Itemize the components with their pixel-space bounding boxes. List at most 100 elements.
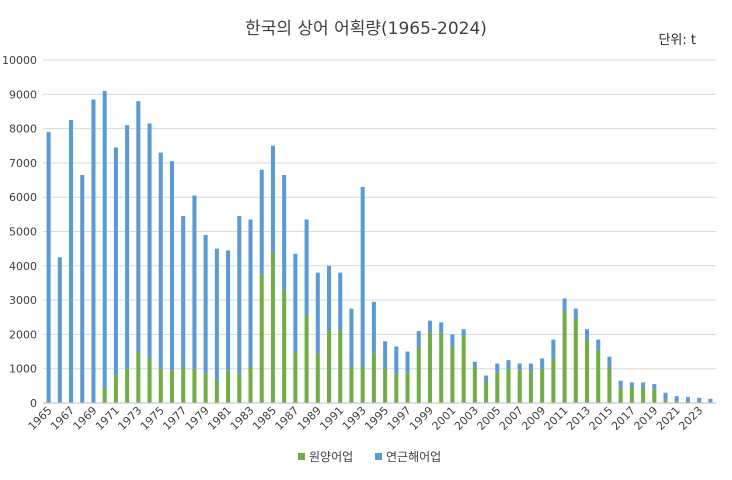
bar-coastal-2002 <box>461 329 466 337</box>
bar-coastal-2014 <box>596 339 601 350</box>
x-tick-label: 2005 <box>474 404 503 433</box>
bar-distant-water-1997 <box>405 372 410 403</box>
unit-label: 단위: t <box>658 33 696 48</box>
bar-distant-water-1978 <box>192 368 197 403</box>
x-tick-label: 2007 <box>497 404 526 433</box>
bar-coastal-1975 <box>158 152 163 369</box>
bar-coastal-1995 <box>383 341 388 369</box>
x-tick-label: 1981 <box>205 404 234 433</box>
bar-distant-water-1991 <box>338 330 343 403</box>
y-tick-label: 2000 <box>9 328 37 341</box>
bar-distant-water-1982 <box>237 373 242 403</box>
x-tick-label: 2009 <box>519 404 548 433</box>
x-tick-label: 1987 <box>273 404 302 433</box>
x-tick-label: 1969 <box>71 404 100 433</box>
bar-coastal-2001 <box>450 334 455 347</box>
bar-distant-water-1999 <box>427 332 432 403</box>
chart-title: 한국의 상어 어획량(1965-2024) <box>245 19 487 39</box>
x-tick-label: 1977 <box>160 404 189 433</box>
bar-distant-water-1995 <box>383 368 388 403</box>
x-tick-label: 2011 <box>542 404 571 433</box>
bar-distant-water-1973 <box>136 351 141 403</box>
x-tick-label: 1973 <box>115 404 144 433</box>
bar-coastal-1986 <box>282 174 287 290</box>
x-tick-label: 1997 <box>385 404 414 433</box>
bar-distant-water-2014 <box>596 349 601 403</box>
bar-coastal-1997 <box>405 351 410 373</box>
x-tick-label: 1971 <box>93 404 122 433</box>
bar-coastal-1983 <box>248 219 253 367</box>
bar-coastal-2013 <box>584 329 590 340</box>
bar-coastal-1984 <box>259 169 264 275</box>
bar-coastal-1987 <box>293 253 298 352</box>
y-tick-label: 8000 <box>9 123 37 136</box>
y-tick-label: 7000 <box>9 157 37 170</box>
bar-coastal-1991 <box>338 272 343 331</box>
x-tick-label: 2001 <box>430 404 459 433</box>
bar-coastal-2009 <box>540 358 545 369</box>
bar-coastal-2006 <box>506 360 511 369</box>
bar-coastal-2021 <box>674 396 679 402</box>
bar-distant-water-2020 <box>663 399 668 403</box>
bar-coastal-1980 <box>214 248 219 381</box>
bar-distant-water-1985 <box>270 252 275 403</box>
x-tick-label: 1995 <box>362 404 391 433</box>
bar-distant-water-2001 <box>450 346 455 403</box>
bar-coastal-1971 <box>113 147 118 376</box>
bar-distant-water-1983 <box>248 366 253 403</box>
bar-coastal-1973 <box>136 101 141 352</box>
bar-coastal-1970 <box>102 90 107 388</box>
x-tick-label: 1989 <box>295 404 324 433</box>
bar-coastal-2011 <box>562 298 567 311</box>
bar-coastal-1999 <box>427 320 432 333</box>
y-tick-label: 1000 <box>9 363 37 376</box>
bar-distant-water-2006 <box>506 368 511 403</box>
bar-coastal-2012 <box>573 308 578 319</box>
bar-distant-water-2012 <box>573 318 578 403</box>
bar-coastal-1981 <box>226 250 231 371</box>
bar-distant-water-2002 <box>461 336 466 403</box>
bar-distant-water-2021 <box>674 401 679 403</box>
bar-distant-water-2018 <box>641 387 646 403</box>
bar-coastal-1992 <box>349 308 354 367</box>
y-tick-label: 9000 <box>9 88 37 101</box>
bar-distant-water-2022 <box>685 401 690 403</box>
bar-coastal-2000 <box>439 322 444 333</box>
bar-coastal-1968 <box>80 174 85 403</box>
bar-distant-water-2023 <box>697 401 702 403</box>
bar-distant-water-1989 <box>315 353 320 403</box>
x-tick-label: 2021 <box>654 404 683 433</box>
legend-swatch-원양어업 <box>298 453 305 460</box>
bar-coastal-2023 <box>697 397 702 402</box>
x-tick-label: 1967 <box>48 404 77 433</box>
bar-distant-water-1986 <box>282 289 287 403</box>
x-tick-label: 1993 <box>340 404 369 433</box>
bar-distant-water-1990 <box>327 330 332 403</box>
bar-coastal-2010 <box>551 339 556 359</box>
legend-label-연근해어업: 연근해어업 <box>386 450 441 464</box>
bar-coastal-2020 <box>663 392 668 400</box>
bar-distant-water-1974 <box>147 358 152 403</box>
bar-coastal-1982 <box>237 216 242 374</box>
legend: 원양어업 연근해어업 <box>298 450 441 464</box>
bar-distant-water-1972 <box>125 368 130 403</box>
bar-coastal-1988 <box>304 219 309 316</box>
bar-distant-water-2019 <box>652 389 657 403</box>
x-axis-ticks: 1965196719691971197319751977197919811983… <box>26 404 706 433</box>
bar-distant-water-2008 <box>528 372 533 403</box>
bar-distant-water-1988 <box>304 315 309 403</box>
bar-distant-water-2011 <box>562 310 567 403</box>
bar-distant-water-2010 <box>551 358 556 403</box>
legend-label-원양어업: 원양어업 <box>309 450 353 464</box>
bar-coastal-2017 <box>629 382 634 388</box>
gridlines <box>43 59 716 370</box>
x-tick-label: 2019 <box>631 404 660 433</box>
y-tick-label: 3000 <box>9 294 37 307</box>
x-tick-label: 2017 <box>609 404 638 433</box>
bars <box>46 90 713 404</box>
bar-distant-water-1971 <box>113 375 118 403</box>
bar-distant-water-1987 <box>293 351 298 403</box>
legend-swatch-연근해어업 <box>375 453 382 460</box>
x-tick-label: 1979 <box>183 404 212 433</box>
